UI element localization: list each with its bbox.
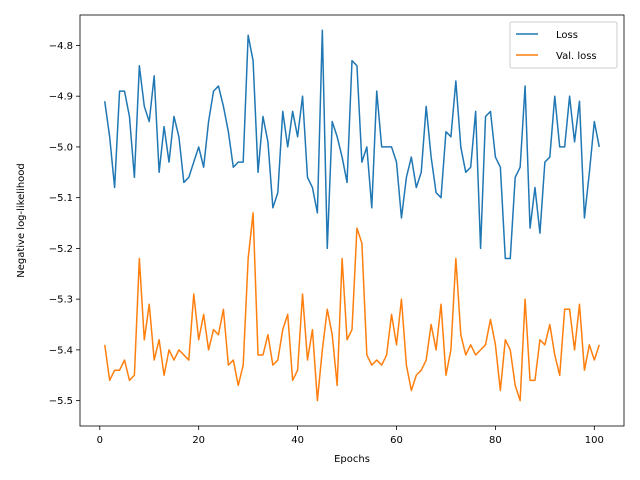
series-layer — [103, 29, 601, 402]
y-tick-label: −5.0 — [49, 142, 73, 153]
y-tick-label: −4.8 — [49, 41, 73, 52]
plot-area — [80, 15, 624, 426]
series-line-loss — [103, 29, 601, 260]
y-tick-label: −5.3 — [49, 295, 73, 306]
y-tick-label: −4.9 — [49, 92, 73, 103]
legend-label-val-loss: Val. loss — [556, 51, 597, 62]
y-tick-label: −5.4 — [49, 345, 73, 356]
x-tick-label: 80 — [489, 435, 502, 446]
series-line-val-loss — [103, 212, 600, 402]
x-tick-label: 60 — [390, 435, 403, 446]
x-tick-label: 0 — [97, 435, 103, 446]
y-tick-label: −5.1 — [49, 193, 73, 204]
legend: Loss Val. loss — [509, 21, 618, 69]
x-axis-label: Epochs — [334, 454, 370, 465]
y-tick-label: −5.5 — [49, 396, 73, 407]
y-axis-label: Negative log-likelihood — [16, 163, 27, 278]
plot-frame — [79, 14, 625, 427]
x-tick-label: 100 — [585, 435, 604, 446]
x-tick-label: 20 — [192, 435, 205, 446]
legend-label-loss: Loss — [556, 30, 578, 41]
y-tick-label: −5.2 — [49, 244, 73, 255]
tick-layer: 0 20 40 60 80 100 −5.5 −5.4 −5.3 −5.2 −5.1 −5.0 −4.9… — [49, 41, 604, 446]
x-tick-label: 40 — [291, 435, 304, 446]
